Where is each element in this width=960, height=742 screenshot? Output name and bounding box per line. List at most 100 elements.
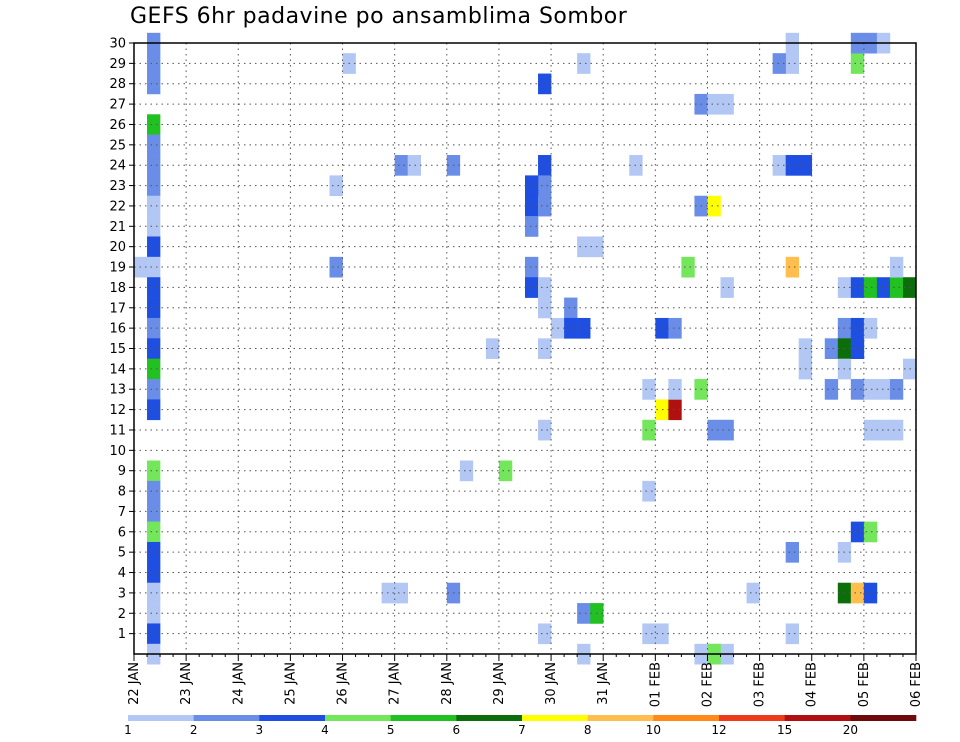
heatmap-cell (850, 338, 865, 359)
y-tick-label: 6 (118, 525, 126, 540)
y-tick-label: 18 (109, 281, 126, 296)
y-tick-label: 14 (109, 362, 126, 377)
x-tick-label: 24 JAN (231, 662, 246, 705)
heatmap-cell (538, 338, 552, 359)
chart-title: GEFS 6hr padavine po ansamblima Sombor (130, 4, 628, 29)
colorbar-segment (259, 715, 326, 721)
heatmap-cell (889, 379, 904, 400)
heatmap-cell (824, 338, 839, 359)
heatmap-cell (538, 155, 552, 176)
y-tick-label: 26 (109, 118, 126, 133)
heatmap-cell (850, 521, 865, 543)
heatmap-cell (147, 582, 161, 604)
heatmap-cell (668, 317, 682, 339)
y-tick-label: 10 (109, 444, 126, 459)
heatmap-cell (720, 277, 734, 298)
heatmap-cell (850, 277, 865, 298)
heatmap-cell (147, 603, 161, 624)
heatmap-cell (329, 175, 343, 197)
heatmap-cell (147, 256, 161, 278)
heatmap-cell (863, 379, 878, 400)
heatmap-cell (538, 623, 552, 645)
colorbar-label: 8 (584, 723, 592, 737)
heatmap-cell (668, 399, 682, 421)
y-tick-label: 25 (109, 138, 126, 153)
heatmap-cell (785, 541, 799, 563)
x-tick-label: 23 JAN (179, 662, 194, 705)
heatmap-cell (538, 175, 552, 197)
x-tick-label: 05 FEB (857, 662, 872, 707)
heatmap-cell (147, 541, 161, 563)
heatmap-cell (850, 53, 865, 74)
colorbar-segment (522, 715, 588, 721)
heatmap-cell (147, 521, 161, 543)
heatmap-cell (707, 419, 721, 441)
y-tick-label: 27 (109, 98, 126, 113)
heatmap-cell (147, 358, 161, 380)
heatmap-cell (850, 317, 865, 339)
x-tick-label: 22 JAN (127, 662, 142, 705)
heatmap-cell (642, 419, 656, 441)
heatmap-cell (785, 53, 799, 74)
heatmap-cell (863, 317, 878, 339)
y-tick-label: 19 (109, 261, 126, 276)
heatmap-cell (147, 195, 161, 217)
colorbar-segment (193, 715, 260, 721)
y-tick-label: 29 (109, 57, 126, 72)
y-tick-label: 23 (109, 179, 126, 194)
heatmap-cell (720, 419, 734, 441)
heatmap-cell (577, 603, 591, 624)
y-tick-label: 9 (118, 464, 126, 479)
heatmap-cell (876, 419, 891, 441)
y-tick-label: 28 (109, 77, 126, 92)
heatmap-cell (394, 155, 408, 176)
y-tick-label: 4 (118, 566, 126, 581)
heatmap-cell (668, 379, 682, 400)
x-tick-label: 02 FEB (700, 662, 715, 707)
heatmap-cell (564, 317, 578, 339)
colorbar-segment (784, 715, 851, 721)
colorbar-segment (850, 715, 917, 721)
heatmap-cell (538, 419, 552, 441)
heatmap-cell (147, 175, 161, 197)
heatmap-cell (889, 419, 904, 441)
heatmap-cell (459, 460, 474, 482)
heatmap-cell (655, 317, 669, 339)
heatmap-cell (876, 277, 891, 298)
heatmap-cell (863, 419, 878, 441)
x-tick-label: 28 JAN (440, 662, 455, 705)
heatmap-cell (577, 236, 591, 258)
heatmap-cell (577, 53, 591, 74)
heatmap-cell (889, 277, 904, 298)
colorbar-segment (390, 715, 457, 721)
colorbar-segment (653, 715, 720, 721)
heatmap-cell (147, 277, 161, 298)
heatmap-cell (538, 195, 552, 217)
heatmap-cell (538, 73, 552, 95)
colorbar-label: 7 (518, 723, 526, 737)
heatmap-cell (642, 379, 656, 400)
heatmap-cell (655, 623, 669, 645)
y-tick-label: 20 (109, 240, 126, 255)
heatmap-cell (498, 460, 513, 482)
colorbar-label: 10 (646, 723, 661, 737)
heatmap-cell (525, 216, 539, 237)
heatmap-cell (850, 379, 865, 400)
x-tick-label: 29 JAN (492, 662, 507, 705)
heatmap-cell (850, 582, 865, 604)
heatmap-cell (863, 582, 878, 604)
y-tick-label: 15 (109, 342, 126, 357)
heatmap-cell (538, 297, 552, 319)
colorbar-segment (325, 715, 391, 721)
heatmap-cell (863, 521, 878, 543)
heatmap-cell (785, 623, 799, 645)
heatmap-cell (642, 480, 656, 502)
heatmap-cell (772, 53, 786, 74)
heatmap-cell (147, 623, 161, 645)
heatmap-cell (147, 460, 161, 482)
colorbar-label: 5 (387, 723, 395, 737)
heatmap-cell (147, 338, 161, 359)
y-tick-label: 13 (109, 383, 126, 398)
colorbar-segment (719, 715, 785, 721)
